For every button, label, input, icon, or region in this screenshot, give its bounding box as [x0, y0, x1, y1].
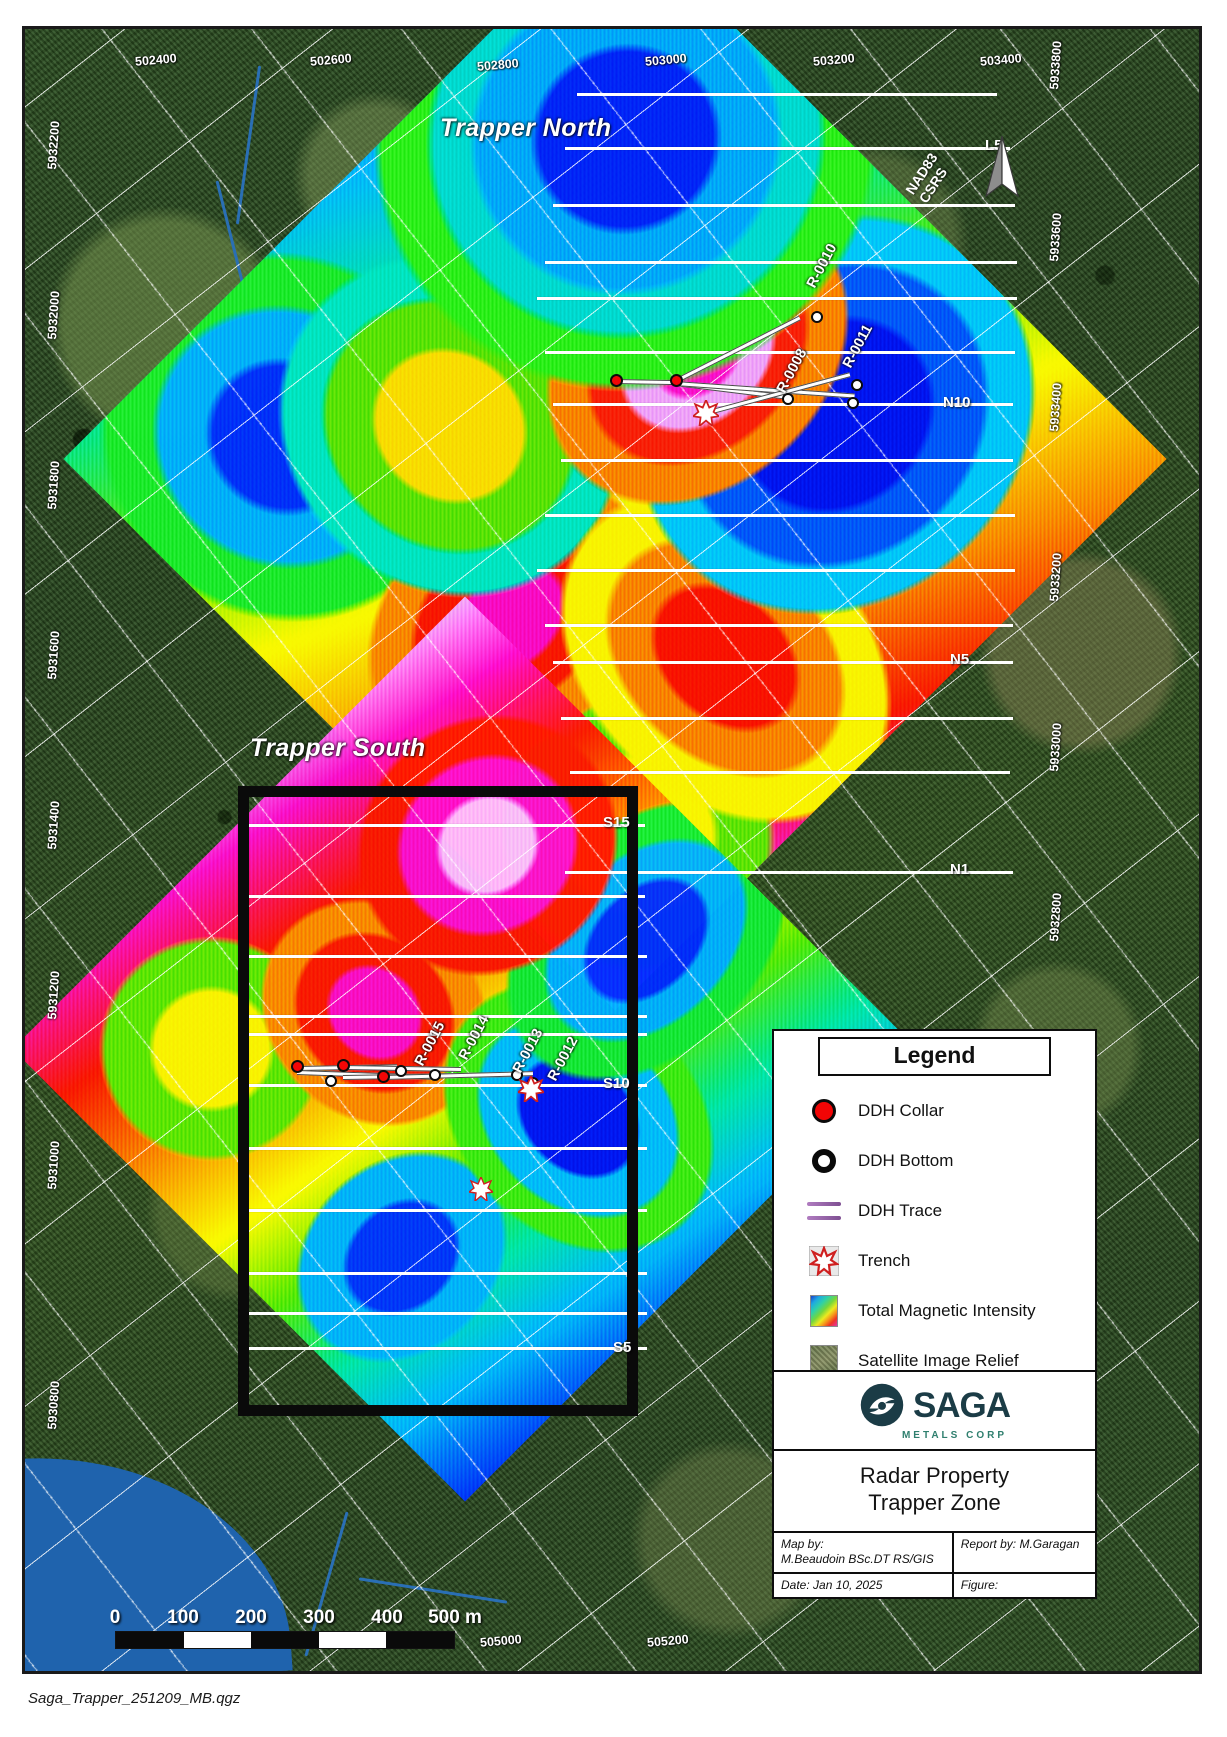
ddh-trace: [614, 379, 678, 386]
legend-title-box: Legend: [818, 1037, 1051, 1076]
map-title: Radar Property Trapper Zone: [774, 1451, 1095, 1533]
title-block-row-authors: Map by: M.Beaudoin BSc.DT RS/GIS Report …: [774, 1532, 1095, 1574]
legend-label: Trench: [858, 1251, 911, 1270]
map-title-line2: Trapper Zone: [868, 1489, 1001, 1515]
survey-line-label-s5: S5: [613, 1339, 632, 1356]
ddh-bottom: [395, 1065, 407, 1077]
trench-icon: [469, 1177, 493, 1201]
trench-icon: [693, 400, 719, 426]
legend-items: DDH Collar DDH Bottom DDH Trace: [774, 1078, 1095, 1396]
legend-row-ddh-trace: DDH Trace: [774, 1186, 1095, 1236]
company-logo-cell: SAGA METALS CORP: [774, 1372, 1095, 1451]
legend-label: Total Magnetic Intensity: [858, 1301, 1036, 1320]
map-frame: Trapper North Trapper South R-0010 R-000…: [22, 26, 1202, 1674]
ddh-collar: [377, 1070, 390, 1083]
ddh-collar-icon: [802, 1099, 846, 1123]
trench-icon: [802, 1246, 846, 1276]
ddh-bottom: [851, 379, 863, 391]
map-canvas[interactable]: Trapper North Trapper South R-0010 R-000…: [25, 29, 1199, 1671]
scale-tick: 300: [303, 1607, 335, 1628]
legend-label: DDH Bottom: [858, 1151, 954, 1170]
ddh-bottom: [429, 1069, 441, 1081]
survey-line-label-n5: N5: [950, 651, 970, 668]
trapper-south-survey-block: [238, 786, 638, 1416]
map-by-cell: Map by: M.Beaudoin BSc.DT RS/GIS: [774, 1532, 954, 1572]
scale-tick: 500 m: [428, 1607, 482, 1628]
map-by-value: M.Beaudoin BSc.DT RS/GIS: [781, 1552, 934, 1567]
project-filename: Saga_Trapper_251209_MB.qgz: [28, 1690, 241, 1707]
trench-icon: [518, 1076, 544, 1102]
trench-marker: [468, 1176, 494, 1202]
map-title-line1: Radar Property: [859, 1463, 1010, 1488]
legend-label: DDH Collar: [858, 1101, 944, 1120]
trench-marker: [693, 400, 719, 426]
legend-panel: Legend DDH Collar DDH Bottom: [772, 1029, 1097, 1398]
title-block-row-date: Date: Jan 10, 2025 Figure:: [774, 1573, 1095, 1598]
zone-label-north: Trapper North: [440, 114, 612, 142]
ddh-collar: [291, 1060, 304, 1073]
north-arrow-icon: [940, 134, 1024, 239]
legend-row-ddh-bottom: DDH Bottom: [774, 1136, 1095, 1186]
ddh-collar: [670, 374, 683, 387]
report-by-cell: Report by: M.Garagan: [960, 1536, 1080, 1551]
company-tagline: METALS CORP: [901, 1430, 1008, 1441]
map-by-label: Map by:: [781, 1536, 824, 1551]
saga-logo-icon: [860, 1383, 904, 1427]
survey-line-label-s15: S15: [603, 814, 630, 831]
scale-tick: 200: [235, 1607, 267, 1628]
ddh-collar: [337, 1059, 350, 1072]
scale-bar-graphic: [115, 1631, 455, 1649]
survey-line-label-s10: S10: [603, 1075, 630, 1092]
zone-label-south: Trapper South: [250, 734, 426, 762]
scale-tick: 0: [109, 1607, 121, 1628]
legend-title: Legend: [893, 1042, 976, 1068]
ddh-bottom-icon: [802, 1149, 846, 1173]
company-name: SAGA: [912, 1385, 1011, 1425]
ddh-bottom: [325, 1075, 337, 1087]
scale-tick: 400: [371, 1607, 403, 1628]
survey-line-label-n1: N1: [950, 861, 970, 878]
survey-line-label-n10: N10: [943, 394, 971, 411]
figure-cell: Figure:: [960, 1577, 999, 1592]
scale-tick: 100: [167, 1607, 199, 1628]
legend-label: DDH Trace: [858, 1201, 943, 1220]
scale-bar-labels: 0 100 200 300 400 500 m: [110, 1607, 482, 1631]
ddh-trace-icon: [802, 1202, 846, 1220]
date-cell: Date: Jan 10, 2025: [774, 1573, 954, 1598]
legend-row-trench: Trench: [774, 1236, 1095, 1286]
legend-label: Satellite Image Relief: [858, 1351, 1019, 1370]
ddh-bottom: [782, 393, 794, 405]
ddh-collar: [610, 374, 623, 387]
ddh-bottom: [511, 1069, 523, 1081]
tmi-swatch-icon: [802, 1295, 846, 1327]
trench-marker: [518, 1076, 544, 1102]
legend-row-ddh-collar: DDH Collar: [774, 1086, 1095, 1136]
scale-bar: 0 100 200 300 400 500 m: [110, 1607, 482, 1649]
legend-row-tmi: Total Magnetic Intensity: [774, 1286, 1095, 1336]
ddh-bottom: [847, 397, 859, 409]
title-block: SAGA METALS CORP Radar Property Trapper …: [772, 1370, 1097, 1600]
ddh-bottom: [811, 311, 823, 323]
